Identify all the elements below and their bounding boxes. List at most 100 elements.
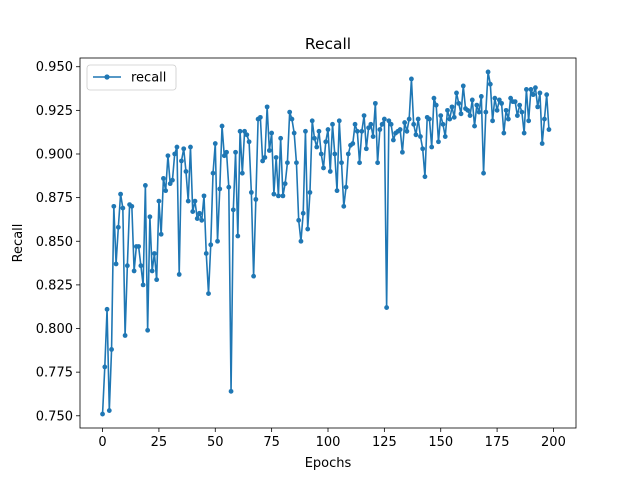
data-point — [152, 251, 157, 256]
data-point — [414, 132, 419, 137]
data-point — [170, 178, 175, 183]
data-point — [474, 103, 479, 108]
data-point — [526, 118, 531, 123]
data-point — [483, 110, 488, 115]
data-point — [215, 239, 220, 244]
data-point — [251, 274, 256, 279]
data-point — [161, 176, 166, 181]
data-point — [456, 101, 461, 106]
data-point — [522, 131, 527, 136]
data-point — [350, 141, 355, 146]
data-point — [206, 291, 211, 296]
data-point — [382, 117, 387, 122]
data-point — [193, 199, 198, 204]
data-point — [312, 136, 317, 141]
data-point — [166, 153, 171, 158]
data-point — [181, 146, 186, 151]
data-point — [197, 211, 202, 216]
data-point — [310, 118, 315, 123]
data-point — [529, 87, 534, 92]
data-point — [175, 145, 180, 150]
data-point — [204, 251, 209, 256]
data-point — [513, 99, 518, 104]
x-axis-label: Epochs — [305, 456, 352, 471]
data-point — [373, 101, 378, 106]
x-tick-label: 25 — [151, 435, 168, 450]
data-point — [384, 305, 389, 310]
data-point — [290, 117, 295, 122]
data-point — [276, 193, 281, 198]
data-point — [375, 160, 380, 165]
data-point — [233, 150, 238, 155]
data-point — [454, 91, 459, 96]
legend-entry-recall: recall — [131, 71, 166, 86]
data-point — [470, 97, 475, 102]
data-point — [269, 131, 274, 136]
data-point — [447, 117, 452, 122]
data-point — [179, 159, 184, 164]
data-point — [220, 124, 225, 129]
x-tick-label: 100 — [316, 435, 341, 450]
data-point — [479, 94, 484, 99]
data-point — [308, 190, 313, 195]
data-point — [109, 347, 114, 352]
data-point — [434, 103, 439, 108]
data-point — [271, 192, 276, 197]
data-point — [145, 328, 150, 333]
data-point — [371, 134, 376, 139]
data-point — [436, 139, 441, 144]
data-point — [524, 87, 529, 92]
data-point — [294, 160, 299, 165]
data-point — [305, 227, 310, 232]
data-point — [400, 150, 405, 155]
data-point — [229, 389, 234, 394]
data-point — [296, 218, 301, 223]
data-point — [107, 408, 112, 413]
data-point — [432, 96, 437, 101]
data-point — [172, 152, 177, 157]
data-point — [287, 110, 292, 115]
data-point — [450, 104, 455, 109]
data-point — [125, 263, 130, 268]
data-point — [355, 129, 360, 134]
data-point — [391, 138, 396, 143]
data-point — [278, 136, 283, 141]
data-point — [353, 122, 358, 127]
data-point — [445, 108, 450, 113]
x-tick-label: 50 — [207, 435, 224, 450]
data-point — [398, 127, 403, 132]
data-point — [141, 282, 146, 287]
data-point — [418, 134, 423, 139]
y-axis-label: Recall — [11, 224, 26, 263]
data-point — [118, 192, 123, 197]
data-point — [362, 113, 367, 118]
data-point — [163, 188, 168, 193]
data-point — [515, 113, 520, 118]
data-point — [247, 139, 252, 144]
y-tick-label: 0.925 — [36, 104, 73, 119]
data-point — [402, 120, 407, 125]
data-point — [411, 122, 416, 127]
y-tick-label: 0.900 — [36, 147, 73, 162]
data-point — [123, 333, 128, 338]
data-point — [544, 92, 549, 97]
data-point — [238, 129, 243, 134]
data-point — [224, 150, 229, 155]
data-point — [409, 77, 414, 82]
data-point — [240, 171, 245, 176]
data-point — [258, 115, 263, 120]
data-point — [416, 117, 421, 122]
data-point — [328, 169, 333, 174]
data-point — [177, 272, 182, 277]
data-point — [184, 169, 189, 174]
data-point — [283, 181, 288, 186]
data-point — [199, 218, 204, 223]
data-point — [111, 204, 116, 209]
data-point — [285, 160, 290, 165]
data-point — [299, 239, 304, 244]
data-point — [335, 188, 340, 193]
data-point — [364, 146, 369, 151]
data-point — [267, 148, 272, 153]
data-point — [100, 412, 105, 417]
x-tick-label: 175 — [485, 435, 510, 450]
